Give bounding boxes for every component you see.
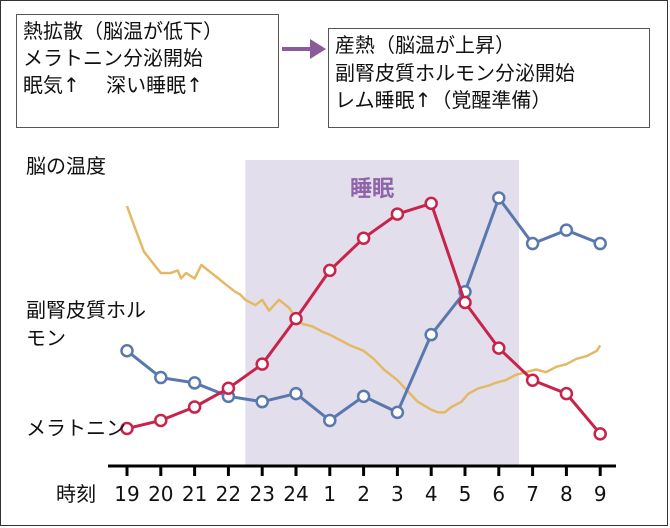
data-point-cortisol: [187, 376, 202, 390]
data-point-melatonin: [492, 341, 506, 355]
data-point-melatonin: [154, 413, 168, 428]
data-point-cortisol: [559, 223, 574, 237]
series-label-cortisol: 副腎皮質ホルモン: [26, 298, 146, 350]
x-tick-label: 23: [249, 482, 274, 506]
x-tick-label: 5: [459, 482, 472, 506]
left-box-line: 眠気↑ 深い睡眠↑: [23, 73, 203, 97]
data-point-melatonin: [120, 421, 134, 436]
data-point-cortisol: [255, 394, 269, 409]
data-point-melatonin: [255, 357, 269, 371]
data-point-melatonin: [323, 263, 337, 278]
x-tick-label: 22: [216, 482, 241, 506]
sleep-period-band: [245, 160, 520, 466]
series-line-brain-temperature: [125, 205, 602, 414]
data-point-melatonin: [593, 427, 607, 441]
data-point-cortisol: [356, 389, 371, 404]
x-tick-label: 4: [425, 482, 438, 506]
x-tick-label: 24: [283, 482, 308, 506]
x-tick-label: 3: [391, 482, 404, 506]
left-info-box: 熱拡散（脳温が低下） メラトニン分泌開始 眠気↑ 深い睡眠↑: [16, 14, 279, 128]
right-box-line: 副腎皮質ホルモン分泌開始: [335, 60, 575, 85]
data-point-melatonin: [424, 196, 438, 211]
x-tick-label: 8: [560, 482, 573, 506]
data-point-melatonin: [390, 207, 405, 221]
data-point-cortisol: [593, 236, 607, 251]
right-box-line: レム睡眠↑（覚醒準備）: [335, 88, 552, 112]
x-tick-label: 2: [357, 482, 370, 506]
data-point-melatonin: [289, 311, 303, 326]
sleep-period-label: 睡眠: [350, 177, 394, 202]
right-box-line: 産熱（脳温が上昇）: [335, 33, 515, 57]
series-label-brain-temperature: 脳の温度: [26, 154, 106, 178]
left-box-line: メラトニン分泌開始: [23, 46, 203, 70]
data-point-cortisol: [525, 236, 540, 251]
right-info-box: 産熱（脳温が上昇） 副腎皮質ホルモン分泌開始 レム睡眠↑（覚醒準備）: [328, 28, 650, 128]
x-tick-label: 1: [323, 482, 336, 506]
series-label-melatonin: メラトニン: [26, 416, 126, 440]
x-tick-label: 20: [148, 482, 173, 506]
data-point-melatonin: [458, 295, 472, 310]
x-tick-label: 9: [594, 482, 607, 506]
x-tick-label: 19: [114, 482, 139, 506]
data-point-melatonin: [187, 400, 202, 414]
data-point-cortisol: [492, 191, 506, 205]
data-point-melatonin: [525, 373, 540, 387]
x-axis-title: 時刻: [56, 482, 96, 506]
left-box-line: 熱拡散（脳温が低下）: [23, 19, 223, 43]
right-arrow-icon: [282, 39, 326, 59]
arrow-head: [310, 39, 326, 59]
data-point-cortisol: [289, 386, 303, 401]
x-tick-label: 7: [526, 482, 539, 506]
data-point-cortisol: [154, 370, 168, 385]
data-point-cortisol: [424, 327, 438, 342]
data-point-cortisol: [323, 413, 337, 428]
data-point-melatonin: [356, 231, 371, 245]
x-tick-label: 21: [182, 482, 207, 506]
data-point-cortisol: [120, 344, 134, 358]
data-point-melatonin: [221, 381, 236, 396]
x-tick-label: 6: [492, 482, 505, 506]
data-point-cortisol: [390, 405, 405, 420]
data-point-melatonin: [559, 386, 574, 401]
